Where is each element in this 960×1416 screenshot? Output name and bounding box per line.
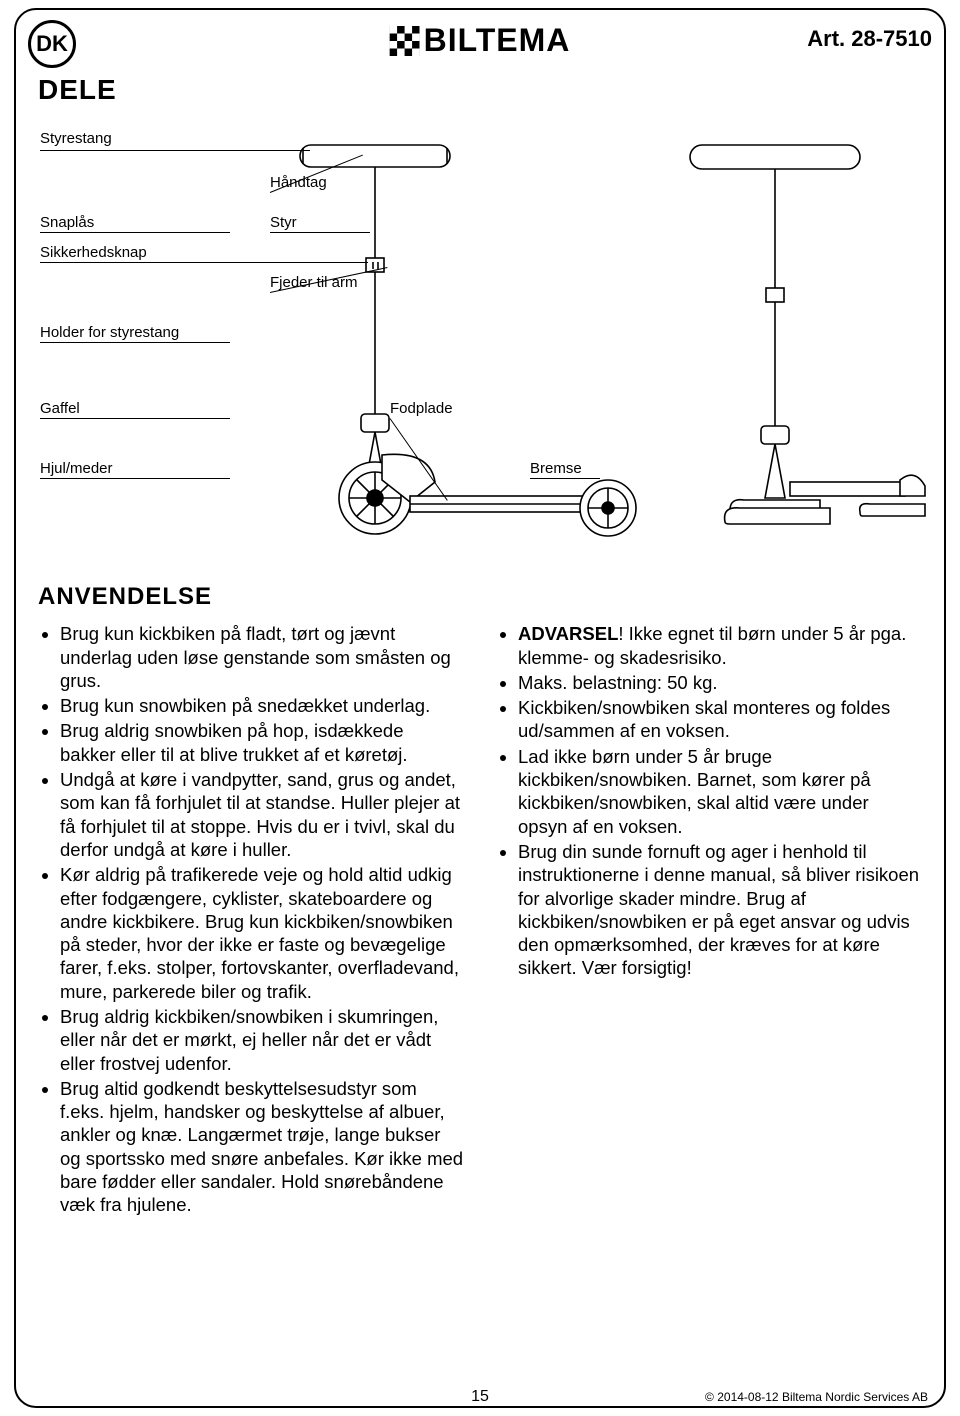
line <box>40 418 230 419</box>
lang-badge: DK <box>28 20 76 68</box>
advarsel-bold: ADVARSEL <box>518 623 618 644</box>
text-columns: ANVENDELSE Brug kun kickbiken på fladt, … <box>28 576 932 1219</box>
left-list: Brug kun kickbiken på fladt, tørt og jæv… <box>38 622 464 1216</box>
label-styrestang: Styrestang <box>40 130 112 148</box>
line <box>40 342 230 343</box>
list-item: Brug din sunde fornuft og ager i henhold… <box>518 840 922 980</box>
list-item: ADVARSEL! Ikke egnet til børn under 5 år… <box>518 622 922 669</box>
line <box>530 478 600 479</box>
list-item: Lad ikke børn under 5 år bruge kickbiken… <box>518 745 922 838</box>
right-column: ADVARSEL! Ikke egnet til børn under 5 år… <box>496 576 922 1219</box>
list-item: Brug kun snowbiken på snedækket underlag… <box>60 694 464 717</box>
anvendelse-heading: ANVENDELSE <box>38 582 464 612</box>
label-gaffel: Gaffel <box>40 400 80 418</box>
spacer-heading <box>496 582 922 612</box>
label-hjul: Hjul/meder <box>40 460 113 478</box>
line <box>40 232 230 233</box>
label-bremse: Bremse <box>530 460 582 478</box>
dele-heading: DELE <box>38 74 932 106</box>
line <box>40 478 230 479</box>
line <box>270 232 370 233</box>
brand-text: BILTEMA <box>424 22 571 59</box>
article-number: Art. 28-7510 <box>807 26 932 52</box>
list-item: Kickbiken/snowbiken skal monteres og fol… <box>518 696 922 743</box>
copyright: © 2014-08-12 Biltema Nordic Services AB <box>705 1390 928 1404</box>
list-item: Undgå at køre i vandpytter, sand, grus o… <box>60 768 464 861</box>
diagram-area: Styrestang Håndtag Snaplås Styr Sikkerhe… <box>30 110 930 570</box>
page-number: 15 <box>465 1388 495 1406</box>
right-list: ADVARSEL! Ikke egnet til børn under 5 år… <box>496 622 922 979</box>
label-sikkerhedsknap: Sikkerhedsknap <box>40 244 147 262</box>
label-styr: Styr <box>270 214 297 232</box>
header: DK BILTEMA Art. 28-7510 <box>28 20 932 66</box>
brand-logo: BILTEMA <box>390 22 571 59</box>
list-item: Kør aldrig på trafikerede veje og hold a… <box>60 863 464 1003</box>
footer: 15 © 2014-08-12 Biltema Nordic Services … <box>0 1390 960 1404</box>
line <box>40 262 368 263</box>
list-item: Brug aldrig snowbiken på hop, isdækkede … <box>60 719 464 766</box>
label-snaplas: Snaplås <box>40 214 94 232</box>
list-item: Maks. belastning: 50 kg. <box>518 671 922 694</box>
left-column: ANVENDELSE Brug kun kickbiken på fladt, … <box>38 576 464 1219</box>
label-holder: Holder for styrestang <box>40 324 179 342</box>
list-item: Brug aldrig kickbiken/snowbiken i skumri… <box>60 1005 464 1075</box>
line <box>40 150 310 151</box>
label-fodplade: Fodplade <box>390 400 453 418</box>
checker-icon <box>390 26 420 56</box>
list-item: Brug altid godkendt beskyttelsesudstyr s… <box>60 1077 464 1217</box>
list-item: Brug kun kickbiken på fladt, tørt og jæv… <box>60 622 464 692</box>
